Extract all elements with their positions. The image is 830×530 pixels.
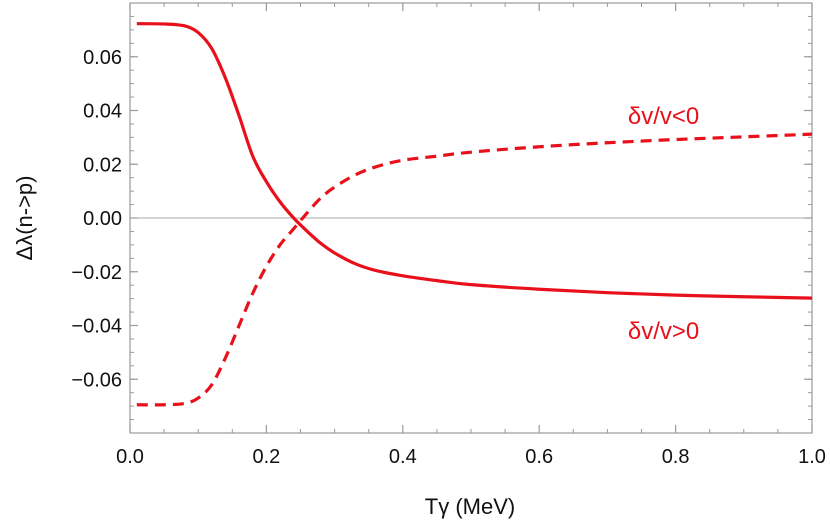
y-tick-label: 0.02 xyxy=(83,154,122,176)
x-axis-ticks: 0.0 0.2 0.4 0.6 0.8 1.0 xyxy=(116,3,826,468)
series-lines xyxy=(136,22,813,407)
annotation-label: δv/v>0 xyxy=(628,318,699,345)
x-tick-label: 0.0 xyxy=(116,446,144,468)
y-tick-label: 0.00 xyxy=(83,208,122,230)
x-tick-label: 0.2 xyxy=(252,446,280,468)
y-tick-label: −0.06 xyxy=(71,369,122,391)
annotation-label: δv/v<0 xyxy=(628,103,699,130)
x-tick-label: 0.8 xyxy=(662,446,690,468)
y-axis-label: Δλ(n->p) xyxy=(12,176,37,261)
x-tick-label: 1.0 xyxy=(798,446,826,468)
y-tick-label: 0.06 xyxy=(83,47,122,69)
x-tick-label: 0.6 xyxy=(525,446,553,468)
y-tick-label: −0.02 xyxy=(71,262,122,284)
y-tick-label: −0.04 xyxy=(71,316,122,338)
series-line-dashed xyxy=(136,132,813,407)
annotations: δv/v<0 δv/v>0 xyxy=(628,103,699,345)
x-axis-label: Tγ (MeV) xyxy=(425,494,515,519)
y-tick-label: 0.04 xyxy=(83,101,122,123)
y-axis-ticks: 0.06 0.04 0.02 0.00 −0.02 −0.04 −0.06 xyxy=(71,2,812,434)
x-tick-label: 0.4 xyxy=(389,446,417,468)
series-line-solid xyxy=(136,22,813,300)
